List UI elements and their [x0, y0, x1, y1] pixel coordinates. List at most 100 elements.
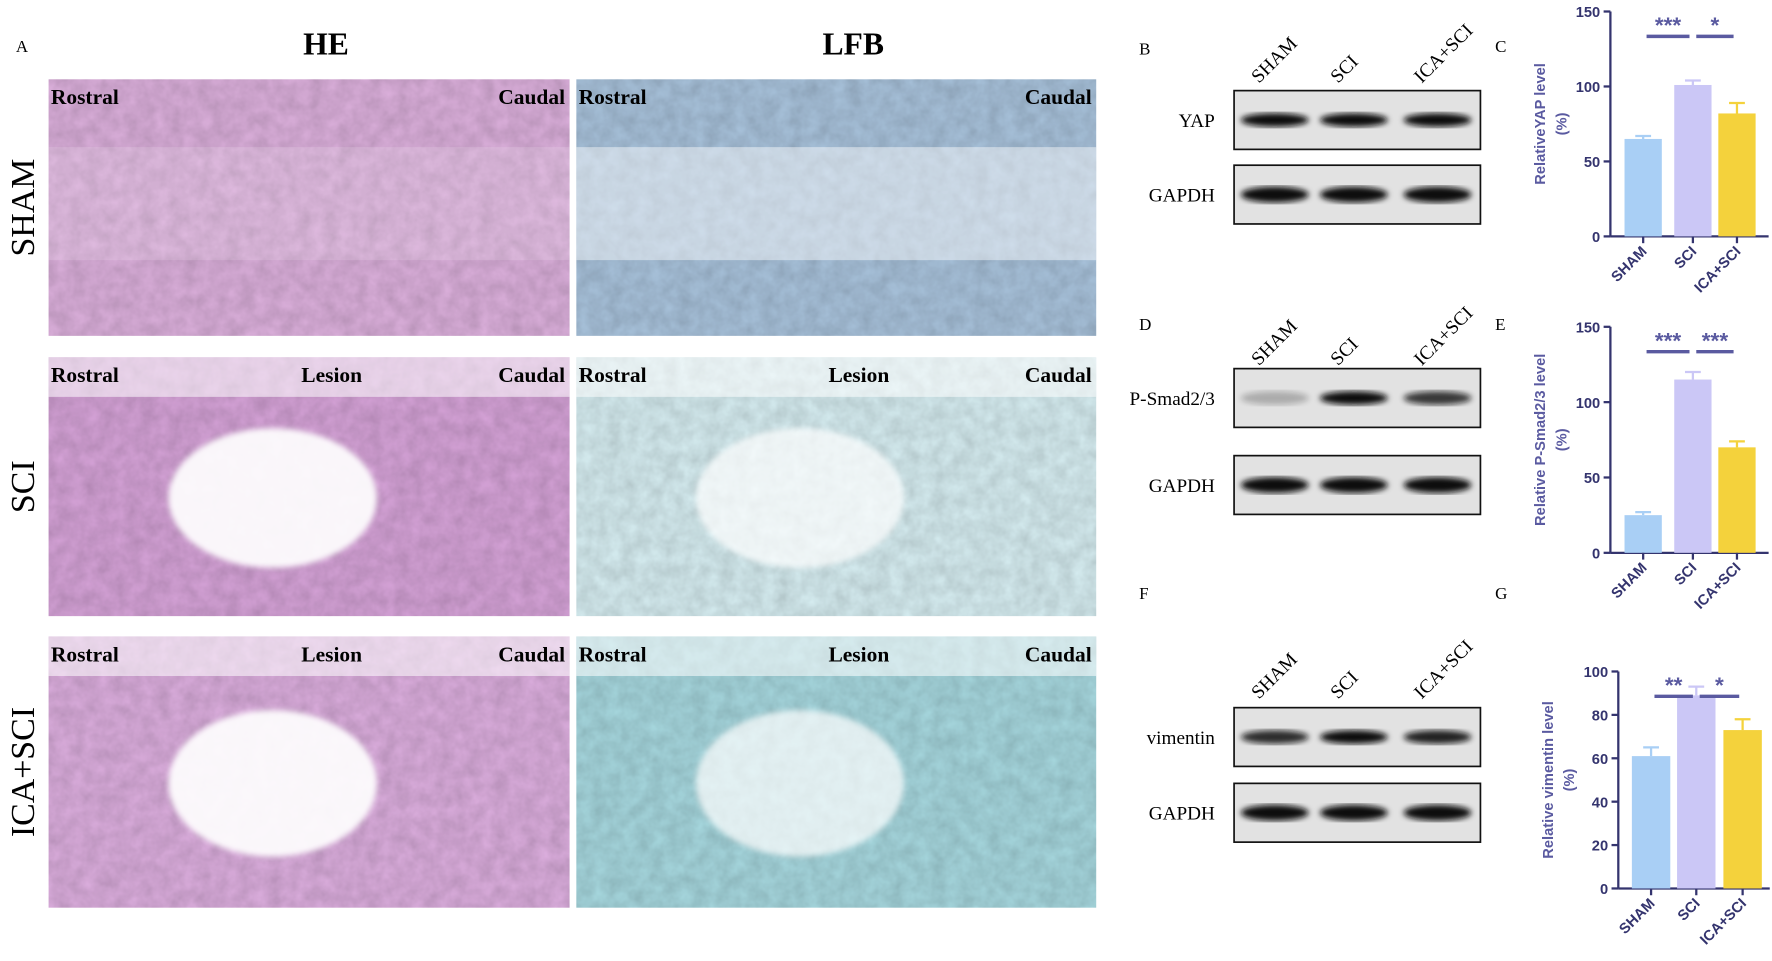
y-tick-label: 150 [1576, 5, 1601, 21]
error-bar [1643, 746, 1659, 757]
histology-annotation: Caudal [498, 85, 565, 109]
blot-band [1319, 113, 1388, 127]
blot-band [1319, 186, 1388, 203]
y-tick-label: 50 [1584, 155, 1600, 171]
histology-annotation: Rostral [579, 363, 647, 387]
significance-label: * [1715, 673, 1724, 698]
lesion [168, 710, 377, 857]
lane-label: ICA+SCI [1410, 303, 1477, 370]
blot-band [1403, 186, 1472, 203]
histology-annotation: Rostral [51, 642, 119, 666]
protein-label: YAP [1179, 111, 1215, 132]
y-tick-label: 0 [1592, 230, 1600, 246]
lesion [168, 428, 377, 568]
y-tick-label: 20 [1592, 839, 1608, 855]
blot-band [1240, 804, 1309, 821]
blot-band [1403, 804, 1472, 821]
histology-annotation: Rostral [51, 85, 119, 109]
blot-band [1403, 391, 1472, 405]
blot-band [1319, 477, 1388, 493]
significance-label: ** [1665, 673, 1683, 698]
panel-label: G [1495, 584, 1507, 603]
lane-label: SCI [1327, 51, 1363, 87]
significance-label: *** [1702, 328, 1729, 353]
significance-label: *** [1655, 13, 1682, 38]
y-tick-label: 100 [1576, 80, 1601, 96]
y-tick-label: 0 [1600, 882, 1608, 898]
lane-label: SHAM [1248, 33, 1302, 87]
white-matter-band [576, 147, 1097, 261]
tissue-edge [48, 357, 570, 397]
bar [1718, 447, 1756, 553]
blot-band [1403, 477, 1472, 493]
blot-band [1403, 730, 1472, 744]
bar [1677, 695, 1716, 889]
bar [1624, 515, 1662, 553]
histology-annotation: Caudal [498, 363, 565, 387]
bar [1674, 379, 1712, 553]
y-axis-label: (%) [1554, 112, 1570, 135]
blot-band [1240, 113, 1309, 127]
protein-label: GAPDH [1149, 804, 1215, 825]
panel-label: C [1495, 37, 1506, 56]
x-tick-label: SHAM [1609, 560, 1651, 602]
bar [1624, 138, 1662, 237]
blot-band [1319, 391, 1388, 405]
error-bar [1734, 718, 1751, 731]
panel-label: B [1139, 39, 1150, 58]
histology-annotation: Rostral [51, 363, 119, 387]
histology-annotation: Lesion [301, 642, 362, 666]
y-tick-label: 150 [1576, 320, 1601, 336]
lane-label: SCI [1327, 334, 1363, 370]
error-bar [1684, 79, 1701, 85]
significance-label: *** [1655, 328, 1682, 353]
error-bar [1684, 370, 1701, 380]
y-tick-label: 50 [1584, 471, 1600, 487]
y-tick-label: 60 [1592, 752, 1608, 768]
y-tick-label: 0 [1592, 546, 1600, 562]
panel-label: D [1139, 315, 1151, 334]
blot-band [1319, 730, 1388, 744]
y-axis-label: (%) [1562, 768, 1578, 791]
x-tick-label: SCI [1672, 244, 1701, 273]
lesion [695, 428, 904, 568]
x-tick-label: SCI [1672, 560, 1701, 589]
lane-label: SCI [1327, 667, 1363, 703]
blot-band [1240, 186, 1309, 203]
y-tick-label: 40 [1592, 795, 1608, 811]
error-bar [1635, 134, 1652, 139]
panel-label: E [1495, 315, 1505, 334]
bar [1723, 730, 1762, 889]
protein-label: GAPDH [1149, 185, 1215, 206]
lesion [695, 710, 904, 857]
y-axis-label: (%) [1554, 428, 1570, 451]
histology-annotation: Rostral [579, 85, 647, 109]
x-tick-label: ICA+SCI [1692, 560, 1745, 613]
histology-annotation: Caudal [1025, 363, 1092, 387]
histology-annotation: Caudal [1025, 642, 1092, 666]
histology-image [48, 79, 570, 336]
white-matter-band [48, 147, 570, 261]
histology-annotation: Rostral [579, 642, 647, 666]
error-bar [1729, 101, 1745, 114]
histology-annotation: Lesion [301, 363, 362, 387]
histology-image [576, 79, 1097, 336]
histology-annotation: Lesion [828, 363, 889, 387]
error-bar [1635, 511, 1652, 516]
y-axis-label: RelativeYAP level [1533, 63, 1549, 185]
y-tick-label: 100 [1576, 396, 1601, 412]
bar [1718, 113, 1756, 237]
bar [1631, 756, 1671, 889]
x-tick-label: ICA+SCI [1697, 896, 1750, 949]
row-header: SCI [5, 460, 42, 513]
protein-label: P-Smad2/3 [1130, 389, 1215, 410]
blot-band [1403, 113, 1472, 127]
column-header: LFB [822, 26, 884, 61]
row-header: SHAM [5, 159, 42, 257]
blot-band [1319, 804, 1388, 821]
y-axis-label: Relative P-Smad2/3 level [1533, 354, 1549, 526]
blot-band [1240, 391, 1309, 405]
lane-label: ICA+SCI [1410, 636, 1477, 703]
protein-label: vimentin [1147, 728, 1216, 749]
